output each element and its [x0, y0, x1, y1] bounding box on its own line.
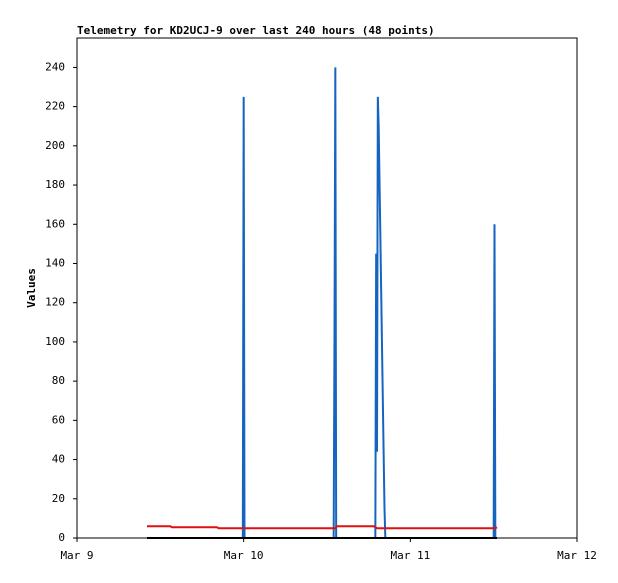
y-tick-label: 180 — [45, 178, 65, 191]
y-tick-label: 200 — [45, 139, 65, 152]
y-tick-label: 80 — [52, 374, 65, 387]
y-tick-label: 20 — [52, 492, 65, 505]
y-tick-label: 140 — [45, 256, 65, 269]
y-tick-label: 0 — [58, 531, 65, 544]
y-axis-label: Values — [25, 268, 38, 308]
y-tick-label: 100 — [45, 335, 65, 348]
y-tick-label: 40 — [52, 453, 65, 466]
plot-frame — [76, 37, 578, 539]
x-tick-label: Mar 9 — [60, 549, 93, 562]
y-tick-label: 60 — [52, 413, 65, 426]
y-tick-label: 220 — [45, 100, 65, 113]
x-tick-label: Mar 12 — [557, 549, 597, 562]
y-tick-label: 120 — [45, 296, 65, 309]
series-line — [147, 67, 497, 539]
x-tick-label: Mar 11 — [390, 549, 430, 562]
x-tick-label: Mar 10 — [224, 549, 264, 562]
y-tick-label: 160 — [45, 217, 65, 230]
chart-title: Telemetry for KD2UCJ-9 over last 240 hou… — [77, 24, 435, 37]
series-line — [147, 525, 498, 530]
y-tick-label: 240 — [45, 60, 65, 73]
